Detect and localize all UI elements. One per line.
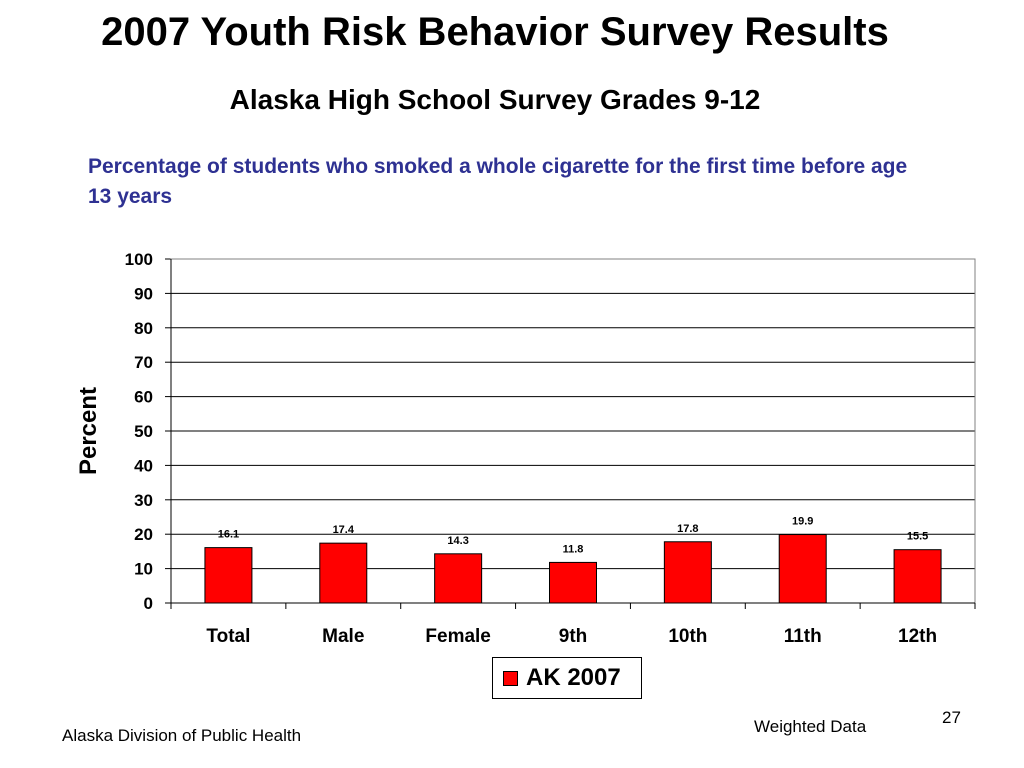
category-label: 12th — [898, 626, 937, 647]
bar — [778, 534, 827, 604]
bar — [549, 561, 597, 604]
legend-swatch — [503, 670, 518, 686]
category-label: Total — [206, 626, 250, 647]
category-label: Male — [322, 626, 364, 647]
chart-legend: AK 2007 — [492, 657, 642, 699]
page-number: 27 — [942, 708, 961, 727]
y-tick-label: 10 — [134, 560, 153, 579]
y-tick-label: 20 — [134, 525, 153, 544]
y-tick-label: 90 — [134, 284, 153, 303]
y-tick-label: 100 — [125, 250, 153, 269]
y-tick-label: 30 — [134, 491, 153, 510]
slide-title: 2007 Youth Risk Behavior Survey Results — [101, 10, 889, 54]
bar — [319, 542, 368, 604]
bar — [204, 547, 253, 604]
y-tick-label: 80 — [134, 319, 153, 338]
category-label: 10th — [668, 626, 707, 647]
data-label: 11.8 — [563, 543, 584, 555]
bar — [434, 553, 483, 604]
data-label: 19.9 — [792, 516, 813, 528]
y-tick-label: 60 — [134, 388, 153, 407]
footer-source: Alaska Division of Public Health — [62, 726, 302, 745]
bar — [663, 541, 712, 604]
legend-label: AK 2007 — [526, 664, 621, 691]
data-label: 16.1 — [218, 529, 239, 541]
data-label: 17.4 — [333, 524, 355, 536]
y-tick-label: 0 — [144, 594, 153, 613]
slide-subtitle: Alaska High School Survey Grades 9-12 — [229, 84, 761, 115]
category-label: Female — [425, 626, 490, 647]
y-tick-label: 70 — [134, 353, 153, 372]
y-axis-title: Percent — [75, 387, 102, 475]
data-label: 14.3 — [447, 535, 468, 547]
survey-question: Percentage of students who smoked a whol… — [88, 155, 908, 208]
data-label: 17.8 — [677, 523, 698, 535]
category-label: 9th — [559, 626, 588, 647]
category-label: 11th — [784, 626, 822, 647]
y-tick-label: 40 — [134, 456, 153, 475]
data-label: 15.5 — [907, 531, 928, 543]
bar — [893, 549, 942, 604]
footer-note: Weighted Data — [754, 717, 867, 736]
y-tick-label: 50 — [134, 422, 153, 441]
